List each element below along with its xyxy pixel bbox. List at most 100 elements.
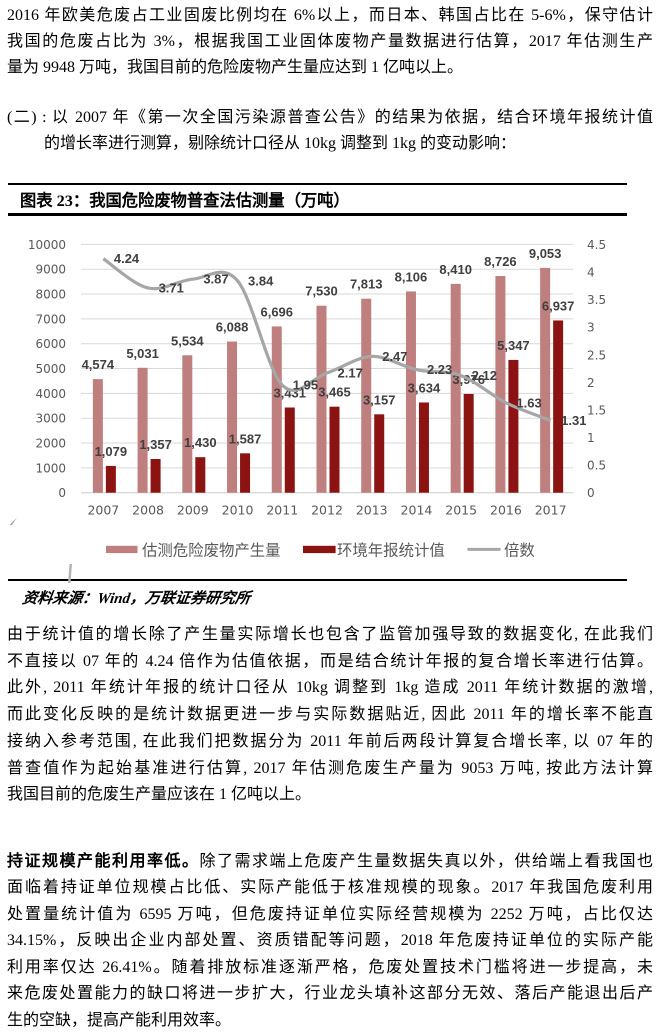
- bar-label: 1,587: [229, 431, 262, 446]
- bar-reported: [418, 402, 429, 493]
- x-axis-tick: 2012: [311, 503, 343, 518]
- legend-label-reported: 环境年报统计值: [337, 540, 445, 559]
- bar-reported: [329, 406, 340, 493]
- figure-top-rule: [8, 182, 627, 186]
- right-axis-tick: 0: [587, 486, 595, 500]
- x-axis-tick: 2010: [222, 503, 254, 518]
- text-line: 不直接以 07 年的 4.24 倍作为估值依据，而是结合统计年报的复合增长率进行…: [7, 652, 653, 670]
- paragraph-method-2: (二) : 以 2007 年《第一次全国污染源普查公告》的结果为依据，结合环境年…: [7, 105, 653, 157]
- bar-label: 8,410: [439, 262, 472, 277]
- paragraph-intro: 2016 年欧美危废占工业固废比例均在 6%以上，而日本、韩国占比在 5-6%，…: [7, 3, 653, 81]
- line-label: 2.47: [382, 349, 407, 364]
- bar-reported: [463, 393, 474, 493]
- bar-label: 3,465: [318, 385, 351, 400]
- line-label: 1.63: [516, 395, 541, 410]
- left-axis-tick: 10000: [28, 238, 66, 252]
- bar-label: 3,634: [408, 380, 441, 395]
- bar-estimated: [92, 379, 103, 493]
- right-axis-tick: 2: [587, 376, 595, 390]
- bar-line-chart: 0 1000 2000 3000 4000 5000 6000 7000 8000 9000 100…: [28, 238, 606, 560]
- bar-label: 5,347: [497, 338, 530, 353]
- right-axis-tick: 3.5: [587, 293, 606, 307]
- right-axis-tick: 4: [587, 265, 595, 279]
- paragraph-capacity: 持证规模产能利用率低。除了需求端上危废产生量数据失真以外，供给端上看我国也 面临着…: [7, 849, 653, 1034]
- left-axis-tick: 2000: [35, 437, 66, 451]
- line-label: 3.87: [203, 272, 228, 287]
- left-axis-tick: 7000: [35, 312, 66, 326]
- x-axis-tick: 2013: [356, 503, 388, 518]
- x-axis-tick: 2016: [490, 503, 522, 518]
- text-line: 而此变化反映的是统计数据更进一步与实际数据贴近, 因此 2011 年的增长率不能…: [7, 706, 653, 724]
- right-axis-tick: 0.5: [587, 459, 606, 473]
- bar-reported: [374, 414, 385, 493]
- line-label: 1.31: [561, 413, 586, 428]
- bar-label: 6,937: [542, 298, 575, 313]
- bar-reported: [553, 320, 564, 493]
- line-label: 2.23: [427, 362, 452, 377]
- bar-reported: [195, 457, 206, 493]
- bar-label: 3,157: [363, 392, 396, 407]
- line-label: 1.95: [293, 378, 318, 393]
- bar-estimated: [495, 276, 506, 493]
- text-line: 普查值作为起始基准进行估算, 2017 年估测危废生产量为 9053 万吨, 按…: [7, 759, 653, 777]
- ratio-line: [102, 257, 552, 422]
- x-axis-tick: 2008: [132, 503, 164, 518]
- bar-label: 7,530: [305, 284, 338, 299]
- legend-label-estimated: 估测危险废物产生量: [142, 541, 281, 559]
- text-line: 利用率仅达 26.41%。随着排放标准逐渐严格，危废处置技术门槛将进一步提高，未: [7, 958, 653, 976]
- left-axis-tick: 6000: [35, 337, 66, 351]
- right-axis-tick: 1: [587, 431, 595, 445]
- text-line: 2016 年欧美危废占工业固废比例均在 6%以上，而日本、韩国占比在 5-6%，…: [7, 7, 653, 24]
- line-label: 4.24: [114, 251, 140, 266]
- bar-reported: [508, 359, 519, 493]
- bar-reported: [150, 459, 161, 493]
- left-axis-tick: 1000: [35, 461, 66, 475]
- bar-label: 9,053: [529, 246, 562, 261]
- text-line: 生的空缺，提高产能利用效率。: [7, 1011, 232, 1029]
- text-line: 34.15%，反映出企业内部处置、资质错配等问题，2018 年危废持证单位的实际…: [7, 932, 653, 950]
- right-axis-tick: 2.5: [587, 348, 606, 362]
- text-line: 我国的危废占比为 3%，根据我国工业固体废物产量数据进行估算，2017 年估测生…: [7, 33, 653, 50]
- figure-title: 图表 23：我国危险废物普查法估测量（万吨）: [20, 191, 350, 210]
- x-axis-tick: 2009: [177, 503, 209, 518]
- bar-reported: [105, 465, 116, 493]
- bar-estimated: [182, 355, 193, 493]
- legend-label-ratio: 倍数: [504, 541, 535, 559]
- bar-label: 6,088: [216, 320, 249, 335]
- line-label: 2.17: [338, 365, 363, 380]
- bar-label: 8,726: [484, 254, 517, 269]
- x-axis-tick: 2014: [401, 503, 433, 518]
- text-line: 面临着持证单位规模占比低、实际产能低于核准规模的现象。2017 年我国危废利用: [7, 879, 653, 897]
- bar-label: 7,813: [350, 277, 383, 292]
- bar-estimated: [361, 298, 372, 493]
- text-line: 处置量统计值为 6595 万吨，但危废持证单位实际经营规模为 2252 万吨，占…: [7, 905, 653, 923]
- bar-label: 1,430: [184, 435, 217, 450]
- text-line: 此外, 2011 年统计年报的统计口径从 10kg 调整到 1kg 造成 201…: [7, 679, 653, 697]
- figure-title-rule: [8, 213, 627, 216]
- right-axis-tick: 1.5: [587, 403, 606, 417]
- left-axis-tick: 4000: [35, 387, 66, 401]
- text-line: 来危废处置能力的缺口将进一步扩大，行业龙头填补这部分无效、落后产能退出后产: [7, 985, 653, 1003]
- left-axis-tick: 5000: [35, 362, 66, 376]
- text-line: 量为 9948 万吨，我国目前的危险废物产生量应达到 1 亿吨以上。: [7, 59, 464, 76]
- bar-label: 5,534: [171, 333, 204, 348]
- line-label: 3.84: [248, 273, 274, 288]
- x-axis-tick: 2017: [535, 503, 567, 518]
- figure-bottom-rule: [8, 578, 627, 581]
- left-axis-tick: 3000: [35, 412, 66, 426]
- paragraph-analysis: 由于统计值的增长除了产生量实际增长也包含了监管加强导致的数据变化, 在此我们 不直…: [7, 622, 653, 809]
- stray-mark-2: [68, 564, 72, 583]
- text-line: (二) : 以 2007 年《第一次全国污染源普查公告》的结果为依据，结合环境年…: [7, 109, 653, 126]
- bar-reported: [240, 453, 251, 493]
- left-axis-tick: 9000: [35, 263, 66, 277]
- bar-estimated: [137, 367, 148, 493]
- bar-label: 8,106: [395, 269, 428, 284]
- bar-reported: [284, 407, 295, 493]
- text-line: 接纳入参考范围, 在此我们把数据分为 2011 年前后两段计算复合增长率, 以 …: [7, 732, 653, 750]
- x-axis-tick: 2007: [87, 503, 119, 518]
- left-axis-tick: 8000: [35, 288, 66, 302]
- bar-label: 1,079: [95, 444, 128, 459]
- bar-label: 5,031: [126, 346, 159, 361]
- legend-swatch-reported: [303, 545, 336, 554]
- figure-source: 资料来源：Wind，万联证券研究所: [21, 591, 252, 607]
